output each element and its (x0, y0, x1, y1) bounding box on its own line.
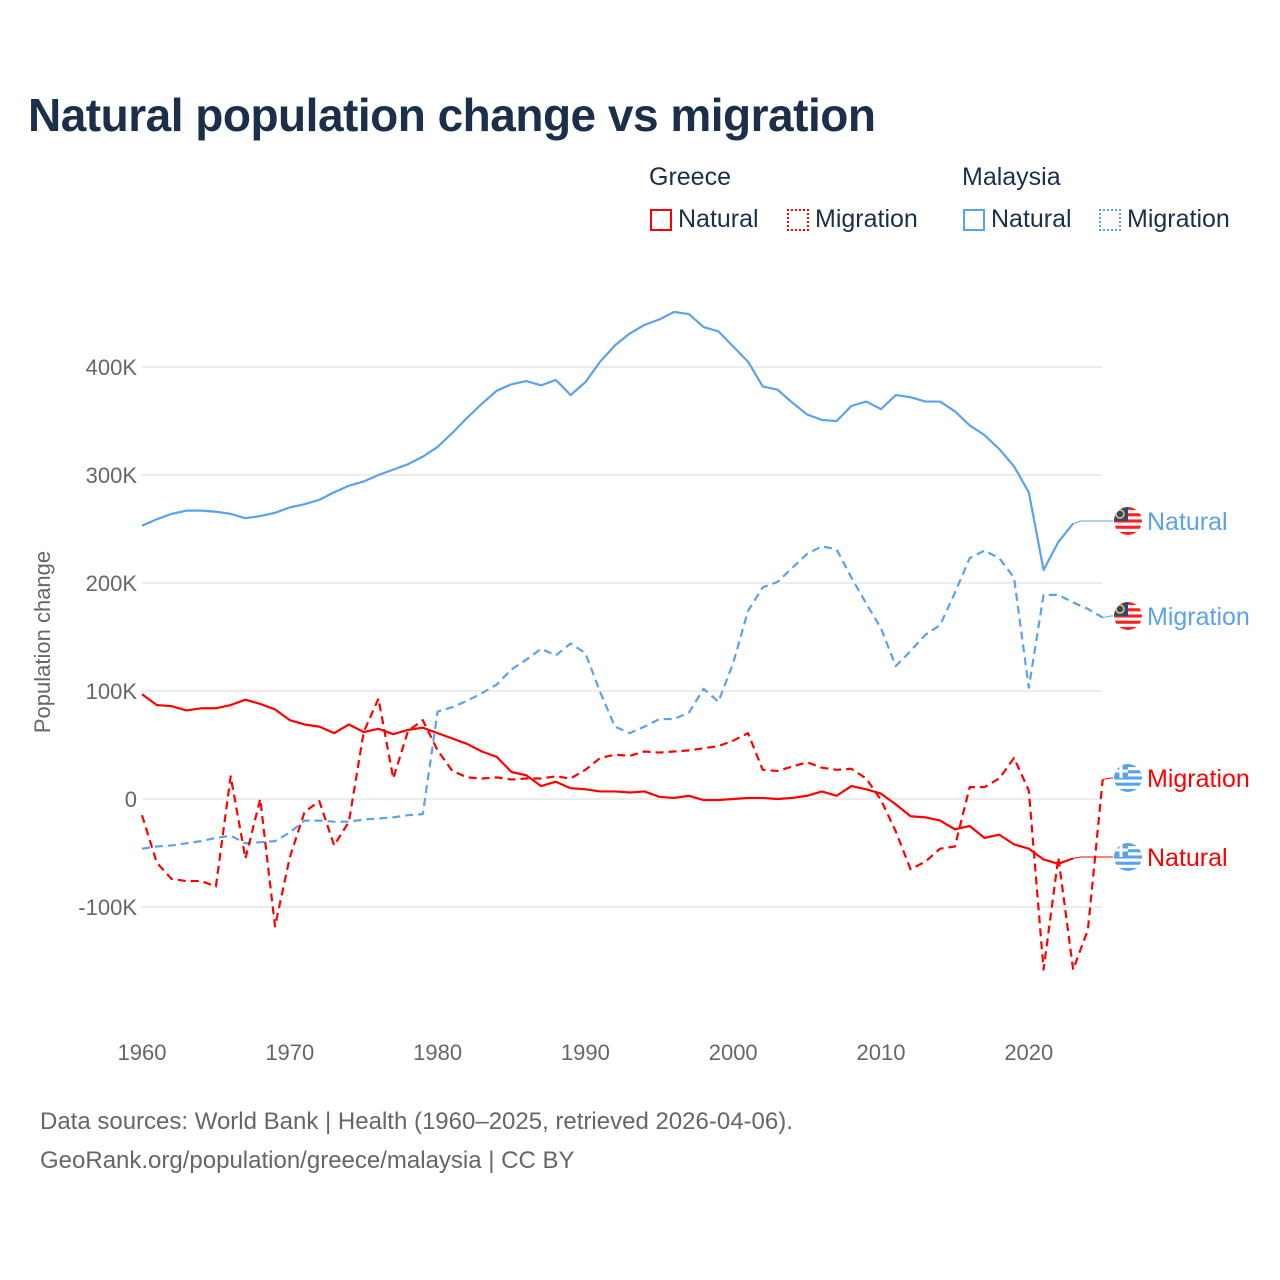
label-connector (1072, 520, 1113, 525)
dotted-swatch-icon (787, 208, 809, 231)
y-tick-label: 200K (86, 571, 138, 596)
end-label-malaysia-natural: Natural (1147, 508, 1228, 536)
y-tick-label: 400K (86, 355, 138, 380)
dotted-swatch-icon (1099, 208, 1121, 231)
legend-group-greece: Greece (649, 163, 731, 191)
x-tick-label: 2010 (857, 1040, 906, 1065)
legend-label: Migration (1127, 205, 1230, 233)
solid-swatch-icon (963, 208, 985, 231)
legend-label: Natural (991, 205, 1072, 233)
end-label-greece-migration: Migration (1147, 765, 1250, 793)
series-line-greece-migration (140, 697, 1104, 971)
series-line-greece-natural (141, 693, 1074, 865)
y-tick-label: 100K (86, 679, 138, 704)
legend-malaysia-migration[interactable]: Migration (1099, 205, 1230, 234)
x-tick-label: 2020 (1004, 1040, 1053, 1065)
greece-flag-icon (1114, 843, 1142, 871)
y-tick-label: 300K (86, 463, 138, 488)
x-tick-label: 1990 (561, 1040, 610, 1065)
y-tick-label: -100K (78, 895, 137, 920)
x-tick-label: 1960 (118, 1040, 167, 1065)
x-tick-label: 2000 (709, 1040, 758, 1065)
chart-title: Natural population change vs migration (28, 89, 876, 141)
label-connector (1102, 777, 1113, 781)
series-line-malaysia-migration (141, 545, 1104, 850)
footer-link[interactable]: GeoRank.org/population/greece/malaysia |… (40, 1147, 575, 1174)
x-tick-label: 1980 (413, 1040, 462, 1065)
y-tick-label: 0 (125, 787, 137, 812)
legend-group-malaysia: Malaysia (962, 163, 1061, 191)
footer-sources: Data sources: World Bank | Health (1960–… (40, 1108, 793, 1135)
legend-malaysia-natural[interactable]: Natural (963, 205, 1072, 234)
legend-greece-natural[interactable]: Natural (650, 205, 759, 234)
greece-flag-icon (1114, 764, 1142, 792)
end-label-malaysia-migration: Migration (1147, 603, 1250, 631)
y-axis-label: Population change (30, 551, 55, 733)
legend-greece-migration[interactable]: Migration (787, 205, 918, 234)
malaysia-flag-icon (1114, 602, 1142, 630)
x-tick-label: 1970 (265, 1040, 314, 1065)
legend-label: Natural (678, 205, 759, 233)
end-label-greece-natural: Natural (1147, 844, 1228, 872)
label-connector (1073, 856, 1113, 859)
series-line-malaysia-natural (141, 310, 1074, 572)
label-connector (1102, 615, 1113, 619)
legend-label: Migration (815, 205, 918, 233)
solid-swatch-icon (650, 208, 672, 231)
malaysia-flag-icon (1114, 507, 1142, 535)
